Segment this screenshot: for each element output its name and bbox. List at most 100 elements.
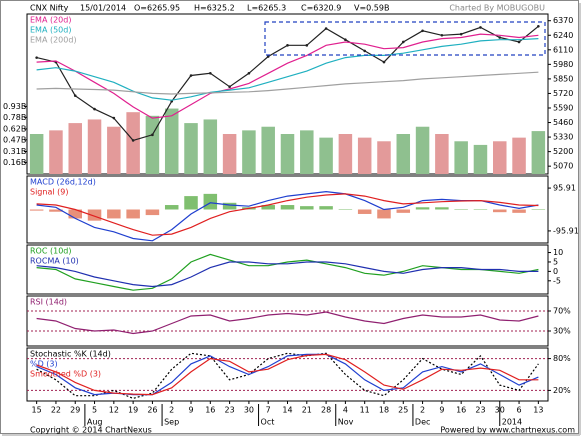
x-tick-label: 28 [321, 406, 331, 415]
bar [280, 134, 295, 174]
annotation-box [264, 21, 546, 56]
close-point [266, 55, 270, 58]
bar [357, 209, 372, 214]
legend-entry: %D (3) [30, 360, 58, 369]
month-label: Oct [261, 418, 275, 427]
bar [184, 123, 198, 174]
y-tick-label: 6370 [553, 16, 573, 25]
volume: V=0.59B [354, 4, 389, 13]
x-tick-label: 14 [282, 406, 292, 415]
bar [435, 207, 449, 210]
y-tick-label: 5 [553, 257, 558, 266]
close-point [517, 40, 521, 44]
y2-tick-label: 0.31B [3, 147, 26, 156]
bar [300, 130, 314, 174]
legend-entry: EMA (200d) [30, 36, 77, 45]
bar [29, 209, 44, 211]
close-point [151, 133, 154, 137]
x-tick-label: 26 [147, 406, 157, 415]
legend-entry: RSI (14d) [30, 298, 67, 307]
bar [203, 193, 218, 210]
legend-entry: EMA (50d) [30, 26, 71, 35]
x-tick-label: 18 [379, 406, 389, 415]
bar [338, 209, 353, 210]
y2-tick-label: 0.62B [3, 124, 26, 133]
legend-entry: ROC (10d) [30, 247, 71, 256]
bar [473, 209, 488, 210]
bar [126, 112, 140, 174]
x-tick-label: 12 [109, 406, 119, 415]
y-tick-label: -5 [553, 276, 561, 285]
series-line [36, 311, 539, 335]
powered-by: Powered by www.chartnexus.com [440, 426, 575, 435]
close-point [228, 85, 231, 89]
month-label: 2014 [502, 418, 522, 427]
bar [357, 137, 372, 174]
y-tick-label: 5980 [553, 60, 573, 69]
bar [415, 126, 430, 174]
y2-tick-label: 0.93B [3, 102, 26, 111]
bar [222, 134, 237, 174]
x-tick-label: 9 [439, 406, 444, 415]
close-point [305, 44, 309, 47]
close-point [247, 72, 251, 75]
legend-entry: Stochastic %K (14d) [30, 350, 111, 359]
bar [49, 209, 63, 212]
bar [300, 206, 314, 210]
x-tick-label: 19 [128, 406, 138, 415]
x-tick-label: 6 [517, 406, 522, 415]
bar [68, 209, 82, 219]
series-line [36, 38, 539, 101]
x-tick-label: 23 [225, 406, 235, 415]
y2-tick-label: 0.16B [3, 158, 26, 167]
legend-entry: ROCMA (10) [30, 257, 79, 266]
bar [29, 134, 44, 174]
symbol: CNX Nifty [30, 4, 69, 13]
close-point [286, 44, 289, 47]
bar [473, 144, 488, 174]
close-point [73, 94, 77, 97]
bar [512, 137, 526, 174]
month-label: Aug [87, 418, 103, 427]
bar [87, 209, 102, 221]
legend-entry: MACD (26d,12d) [30, 178, 96, 187]
bar [49, 130, 63, 174]
bar [338, 134, 353, 174]
x-tick-label: 21 [302, 406, 312, 415]
y-tick-label: 5460 [553, 118, 573, 127]
bar [493, 209, 507, 213]
close-point [189, 74, 193, 77]
x-tick-label: 29 [70, 406, 80, 415]
y-tick-label: 5330 [553, 133, 573, 142]
bar [222, 202, 237, 210]
bar [435, 134, 449, 174]
bar [512, 209, 526, 213]
close-point [93, 107, 96, 111]
copyright: Copyright © 2014 ChartNexus [30, 426, 152, 435]
y-tick-label: 5070 [553, 162, 573, 171]
bar [145, 115, 160, 174]
close-point [112, 116, 116, 120]
legend-entry: Signal (9) [30, 188, 68, 197]
x-tick-label: 16 [205, 406, 215, 415]
close-point [344, 38, 347, 42]
close-point [382, 60, 386, 64]
y-tick-label: 20% [553, 386, 571, 395]
x-tick-label: 30 [244, 406, 254, 415]
bar [415, 207, 430, 210]
y-tick-label: 6240 [553, 31, 573, 40]
close-point [421, 29, 424, 33]
x-tick-label: 23 [475, 406, 485, 415]
y-tick-label: 5590 [553, 103, 573, 112]
y2-tick-label: 0.47B [3, 135, 26, 144]
series-line [36, 190, 539, 242]
bar [145, 209, 160, 216]
low: L=6265.3 [247, 4, 286, 13]
header: CNX Nifty 15/01/2014 O=6265.95 H=6325.2 … [30, 4, 545, 13]
bar [261, 126, 275, 174]
bar [377, 141, 391, 174]
series-line [36, 33, 539, 119]
panel [26, 347, 549, 402]
